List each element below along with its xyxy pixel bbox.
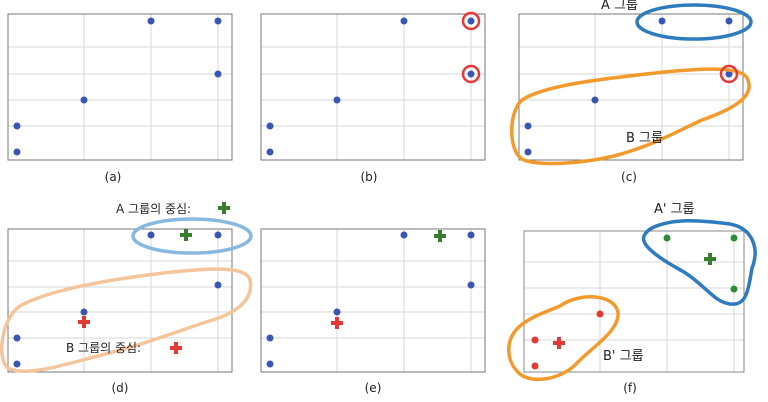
- group-a-outline: [635, 3, 753, 41]
- point: [333, 96, 341, 104]
- center-a-label: A 그룹의 중심:: [116, 202, 191, 216]
- panel-c-points: [524, 17, 733, 156]
- highlight-ring: [461, 64, 481, 84]
- panel-a: (a): [7, 13, 233, 184]
- panel-e-frame: [260, 228, 486, 373]
- point: [214, 17, 222, 25]
- point: [13, 122, 21, 130]
- center-a-marker: [434, 230, 446, 242]
- point: [13, 148, 21, 156]
- group-a-prime-points: [663, 234, 738, 293]
- group-b-outline: [510, 67, 751, 166]
- panel-c: A 그룹 B 그룹 (c): [510, 0, 753, 184]
- group-b-outline: [0, 267, 253, 374]
- center-a-marker: [180, 229, 192, 241]
- point: [524, 148, 532, 156]
- point: [725, 70, 733, 78]
- panel-d: A 그룹의 중심: B 그룹의 중심: (d): [0, 202, 253, 395]
- point: [400, 17, 408, 25]
- panel-e-grid: [261, 229, 485, 372]
- group-b-label: B 그룹: [626, 131, 663, 146]
- panel-d-points: [13, 231, 222, 368]
- point: [266, 148, 274, 156]
- panel-c-frame: [518, 13, 744, 161]
- panel-b-grid: [261, 14, 485, 160]
- center-a-prime-marker: [704, 253, 716, 265]
- point: [214, 281, 222, 289]
- panel-b-caption: (b): [361, 170, 378, 184]
- panel-e: (e): [260, 228, 486, 395]
- panel-f-caption: (f): [623, 381, 637, 395]
- group-b-prime-outline: [507, 295, 620, 382]
- panel-f-frame: [523, 230, 745, 373]
- point: [591, 96, 599, 104]
- point: [596, 310, 604, 318]
- highlight-ring: [719, 64, 739, 84]
- point: [725, 17, 733, 25]
- group-b-prime-label: B' 그룹: [603, 349, 644, 364]
- group-b-prime-points: [531, 310, 604, 370]
- point: [147, 231, 155, 239]
- center-b-marker: [78, 316, 90, 328]
- point: [214, 231, 222, 239]
- center-b-label: B 그룹의 중심:: [66, 341, 141, 355]
- group-a-prime-label: A' 그룹: [654, 202, 695, 217]
- panel-d-grid: [8, 229, 232, 372]
- point: [333, 308, 341, 316]
- group-a-prime-outline: [641, 218, 757, 306]
- point: [658, 17, 666, 25]
- point: [13, 360, 21, 368]
- point: [266, 360, 274, 368]
- panel-b-highlight-rings: [461, 11, 481, 84]
- center-b-prime-marker: [553, 337, 565, 349]
- group-a-label: A 그룹: [601, 0, 638, 13]
- point: [531, 362, 539, 370]
- point: [730, 234, 738, 242]
- point: [524, 122, 532, 130]
- panel-d-frame: [7, 228, 233, 373]
- panel-e-points: [266, 231, 475, 368]
- highlight-ring: [461, 11, 481, 31]
- panel-b-frame: [260, 13, 486, 161]
- point: [214, 70, 222, 78]
- panel-b-points: [266, 17, 475, 156]
- panel-f: A' 그룹 B' 그룹 (f): [507, 202, 757, 395]
- point: [663, 234, 671, 242]
- panel-c-caption: (c): [621, 170, 637, 184]
- point: [467, 17, 475, 25]
- panel-d-caption: (d): [112, 381, 129, 395]
- panel-a-frame: [7, 13, 233, 161]
- point: [80, 96, 88, 104]
- panel-a-caption: (a): [105, 170, 122, 184]
- point: [266, 122, 274, 130]
- point: [467, 231, 475, 239]
- point: [400, 231, 408, 239]
- panel-a-points: [13, 17, 222, 156]
- panel-a-grid: [8, 14, 232, 160]
- panel-e-caption: (e): [365, 381, 382, 395]
- group-a-outline: [131, 217, 253, 255]
- panel-c-grid: [519, 14, 743, 160]
- point: [266, 334, 274, 342]
- center-b-legend-marker: [170, 342, 182, 354]
- center-a-legend-marker: [218, 202, 230, 214]
- panel-b: (b): [260, 11, 486, 184]
- point: [80, 308, 88, 316]
- point: [13, 334, 21, 342]
- point: [531, 336, 539, 344]
- point: [467, 281, 475, 289]
- point: [730, 285, 738, 293]
- point: [467, 70, 475, 78]
- point: [147, 17, 155, 25]
- center-b-marker: [331, 317, 343, 329]
